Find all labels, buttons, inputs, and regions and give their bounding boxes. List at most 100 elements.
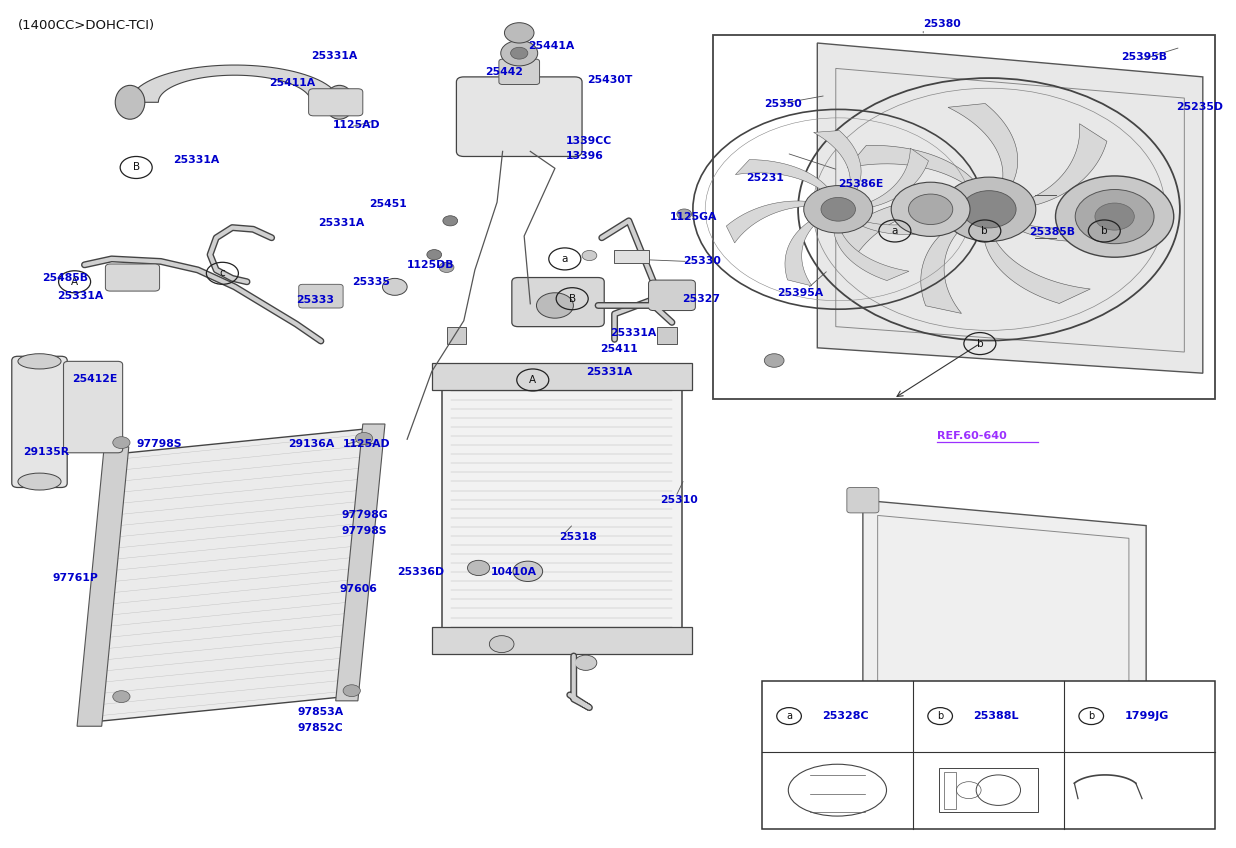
Text: 25451: 25451 (370, 199, 407, 209)
Text: 25331A: 25331A (311, 51, 357, 61)
Text: 97852C: 97852C (298, 723, 344, 733)
Text: 25331A: 25331A (173, 155, 219, 165)
Circle shape (942, 177, 1036, 242)
Circle shape (513, 561, 543, 582)
Text: 25411A: 25411A (269, 78, 315, 88)
Text: 25235D: 25235D (1175, 102, 1222, 112)
Text: (1400CC>DOHC-TCI): (1400CC>DOHC-TCI) (19, 20, 154, 32)
Text: 25327: 25327 (682, 293, 719, 304)
Circle shape (501, 41, 538, 66)
Text: 97853A: 97853A (298, 707, 344, 717)
Circle shape (489, 636, 514, 653)
FancyBboxPatch shape (431, 363, 692, 390)
Text: c: c (220, 268, 225, 278)
Text: 25386E: 25386E (838, 179, 884, 188)
FancyBboxPatch shape (614, 249, 649, 263)
Polygon shape (130, 65, 340, 103)
Circle shape (112, 690, 130, 702)
Polygon shape (850, 210, 953, 235)
Text: b: b (981, 226, 988, 236)
Circle shape (764, 354, 784, 367)
Polygon shape (813, 131, 861, 198)
Circle shape (510, 47, 528, 59)
Text: 97798G: 97798G (342, 510, 388, 520)
Circle shape (112, 437, 130, 449)
FancyBboxPatch shape (649, 280, 696, 310)
Text: 25430T: 25430T (587, 75, 633, 86)
Text: B: B (132, 163, 140, 172)
Polygon shape (833, 222, 908, 281)
Text: 1339CC: 1339CC (566, 137, 612, 146)
Text: 97798S: 97798S (136, 439, 182, 449)
FancyBboxPatch shape (105, 264, 159, 291)
Text: b: b (1101, 226, 1107, 236)
Circle shape (1095, 203, 1135, 230)
FancyBboxPatch shape (12, 356, 67, 488)
Polygon shape (817, 43, 1203, 373)
Text: 25336D: 25336D (397, 567, 445, 577)
Text: 25318: 25318 (559, 532, 597, 542)
Circle shape (908, 194, 953, 225)
Ellipse shape (115, 86, 145, 120)
Text: 25335: 25335 (352, 276, 389, 287)
Circle shape (439, 262, 454, 272)
Polygon shape (785, 215, 823, 286)
Polygon shape (948, 103, 1017, 198)
Circle shape (1056, 176, 1174, 257)
Text: 25441A: 25441A (528, 42, 574, 52)
Text: A: A (529, 375, 536, 385)
Text: 29136A: 29136A (288, 439, 334, 449)
Ellipse shape (325, 86, 355, 120)
Polygon shape (1002, 204, 1143, 242)
Text: 10410A: 10410A (491, 567, 536, 577)
Circle shape (442, 215, 457, 226)
Text: 25411: 25411 (601, 344, 638, 354)
Circle shape (344, 684, 361, 696)
Text: 1125DB: 1125DB (407, 259, 455, 270)
Circle shape (575, 656, 597, 671)
Polygon shape (858, 148, 928, 209)
Text: 1799JG: 1799JG (1125, 711, 1169, 721)
Text: 25310: 25310 (660, 495, 697, 505)
Text: 25485B: 25485B (42, 273, 89, 283)
Text: REF.60-640: REF.60-640 (937, 431, 1006, 441)
Circle shape (467, 561, 489, 576)
Text: 29135R: 29135R (22, 447, 69, 457)
Circle shape (891, 182, 970, 237)
Text: 1125AD: 1125AD (344, 439, 391, 449)
Polygon shape (1011, 124, 1107, 209)
Text: B: B (569, 293, 576, 304)
Polygon shape (735, 159, 834, 197)
Polygon shape (863, 500, 1146, 741)
Circle shape (677, 209, 692, 219)
Text: 25331A: 25331A (611, 328, 656, 338)
Text: 1125GA: 1125GA (670, 212, 717, 221)
Text: b: b (976, 338, 983, 349)
FancyBboxPatch shape (63, 361, 122, 453)
Polygon shape (921, 216, 971, 314)
Text: 25395A: 25395A (776, 287, 823, 298)
Text: 25412E: 25412E (72, 374, 117, 384)
FancyBboxPatch shape (456, 77, 582, 157)
FancyBboxPatch shape (446, 326, 466, 343)
FancyBboxPatch shape (847, 488, 879, 513)
Text: 25380: 25380 (923, 20, 960, 30)
Text: 97761P: 97761P (52, 573, 99, 583)
Text: 25331A: 25331A (319, 218, 365, 228)
FancyBboxPatch shape (658, 326, 677, 343)
Ellipse shape (19, 354, 61, 369)
Ellipse shape (19, 473, 61, 490)
Polygon shape (91, 428, 373, 722)
Text: 25333: 25333 (297, 294, 334, 304)
Polygon shape (336, 424, 384, 700)
Circle shape (1075, 189, 1154, 243)
Circle shape (803, 186, 873, 233)
Text: b: b (937, 711, 943, 721)
Text: A: A (70, 276, 78, 287)
Polygon shape (984, 224, 1090, 304)
Text: b: b (1088, 711, 1094, 721)
Text: 25385B: 25385B (1030, 226, 1075, 237)
Text: 25328C: 25328C (822, 711, 869, 721)
Polygon shape (77, 447, 129, 726)
FancyBboxPatch shape (512, 277, 604, 326)
